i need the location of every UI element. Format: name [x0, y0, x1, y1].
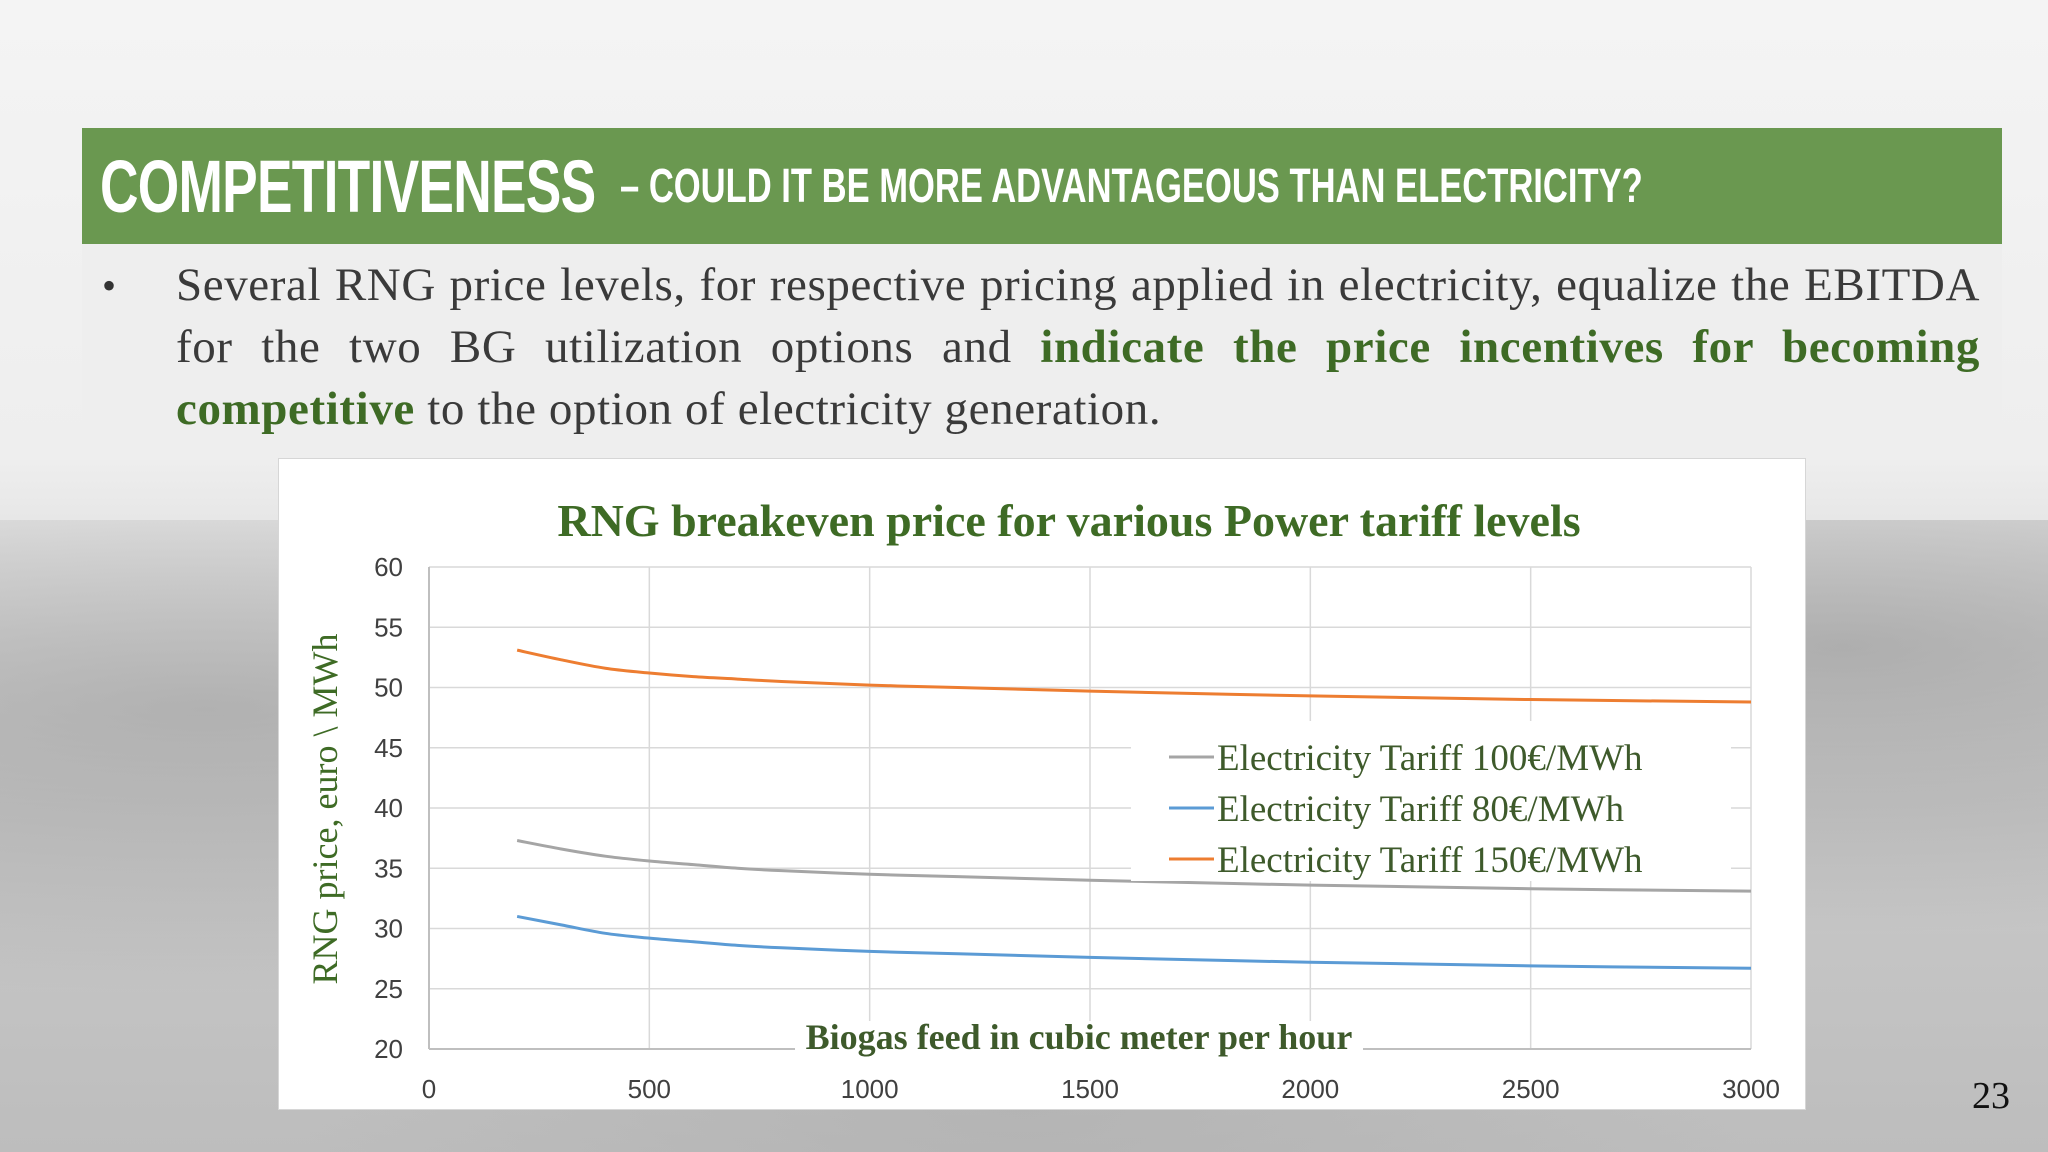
y-tick-label: 40 — [374, 793, 403, 823]
x-tick-label: 1000 — [841, 1074, 899, 1104]
x-axis-label-background — [795, 1021, 1363, 1065]
y-tick-label: 50 — [374, 673, 403, 703]
slide-subtitle: – COULD IT BE MORE ADVANTAGEOUS THAN ELE… — [620, 159, 1643, 213]
series-line-0 — [516, 839, 1752, 893]
chart-title: RNG breakeven price for various Power ta… — [557, 495, 1580, 546]
y-tick-label: 45 — [374, 733, 403, 763]
y-tick-label: 20 — [374, 1034, 403, 1064]
legend-label-2: Electricity Tariff 150€/MWh — [1217, 840, 1643, 881]
slide-title: COMPETITIVENESS — [100, 144, 596, 228]
bullet-dot: • — [102, 263, 117, 308]
bullet-text-highlight: indicate the price incentives for becomi… — [176, 321, 1980, 435]
x-tick-label: 500 — [628, 1074, 671, 1104]
x-tick-label: 3000 — [1722, 1074, 1780, 1104]
series-line-1 — [516, 914, 1752, 970]
y-tick-label: 25 — [374, 974, 403, 1004]
bullet-section: • Several RNG price levels, for respecti… — [82, 244, 2002, 458]
x-axis-label: Biogas feed in cubic meter per hour — [806, 1017, 1353, 1057]
x-tick-label: 1500 — [1061, 1074, 1119, 1104]
y-tick-label: 55 — [374, 612, 403, 642]
series-line-2 — [516, 648, 1752, 704]
rng-breakeven-chart: 0 500 1000 1500 2000 2500 3000 20 25 30 35 40 45 50 55… — [305, 495, 1780, 1104]
chart-container: 0 500 1000 1500 2000 2500 3000 20 25 30 35 40 45 50 55… — [278, 458, 1806, 1110]
bullet-text: Several RNG price levels, for respective… — [176, 254, 1980, 440]
y-axis-label: RNG price, euro \ MWh — [305, 634, 345, 985]
legend-label-1: Electricity Tariff 80€/MWh — [1217, 789, 1625, 830]
x-tick-label: 0 — [422, 1074, 436, 1104]
bullet-text-part1: Several RNG price levels, for respective… — [176, 259, 1980, 373]
legend-label-0: Electricity Tariff 100€/MWh — [1217, 738, 1643, 779]
x-tick-label: 2000 — [1281, 1074, 1339, 1104]
slide-title-bar: COMPETITIVENESS – COULD IT BE MORE ADVAN… — [82, 128, 2002, 244]
bullet-text-part2: to the option of electricity generation. — [414, 383, 1162, 435]
x-tick-label: 2500 — [1502, 1074, 1560, 1104]
y-tick-label: 35 — [374, 853, 403, 883]
y-tick-label: 30 — [374, 914, 403, 944]
y-tick-label: 60 — [374, 552, 403, 582]
page-number: 23 — [1972, 1075, 2010, 1117]
legend-background — [1131, 721, 1731, 881]
